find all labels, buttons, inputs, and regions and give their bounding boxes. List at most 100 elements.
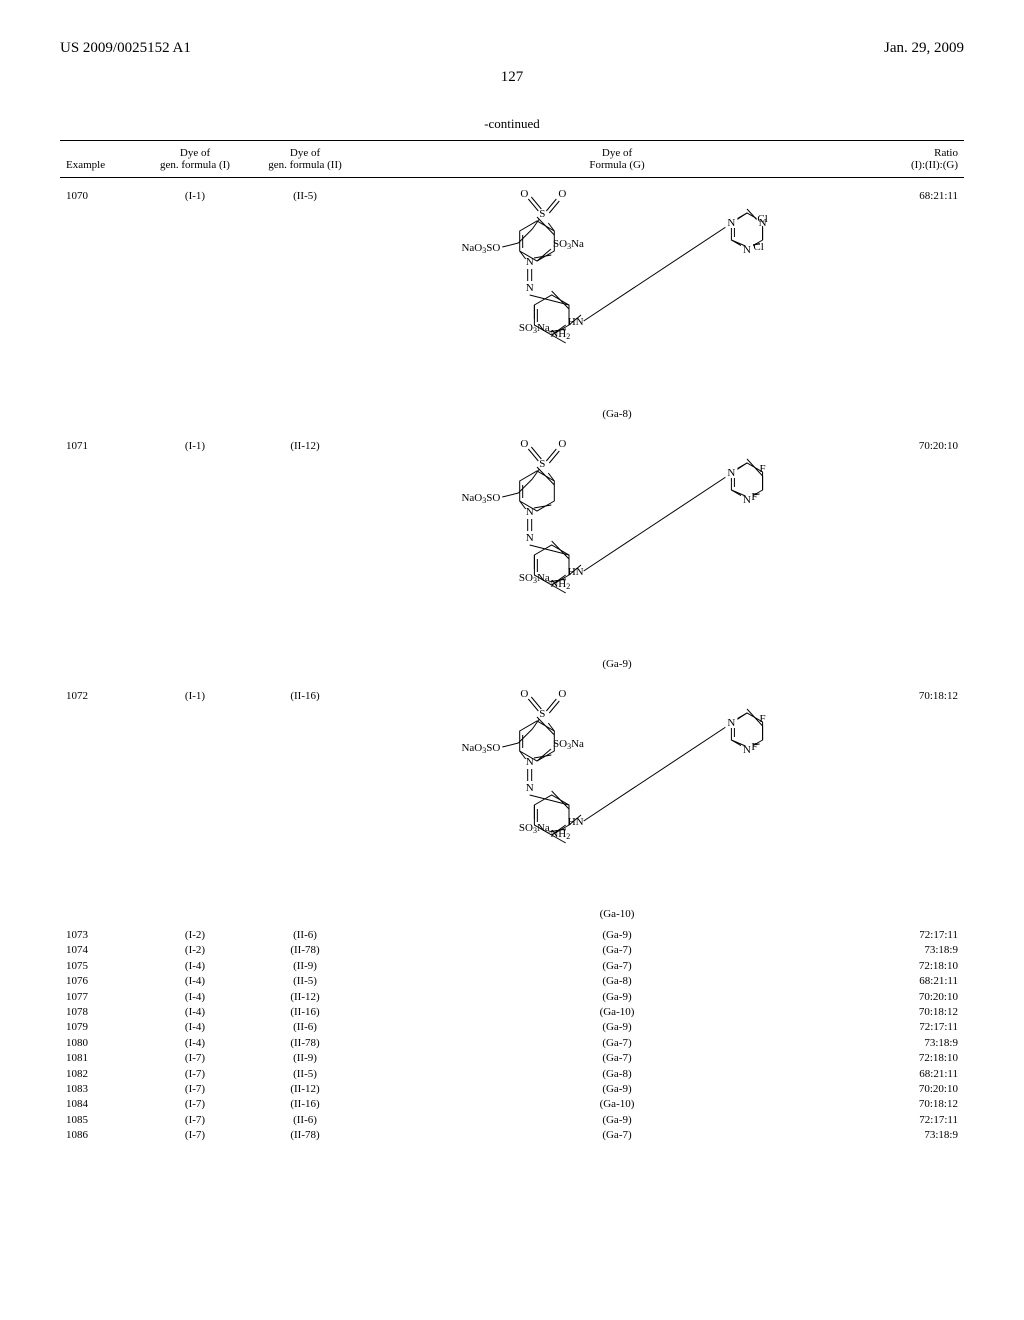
cell-dyeG: (Ga-7): [360, 1036, 874, 1051]
page-number: 127: [60, 69, 964, 86]
cell-dyeG: (Ga-9): [360, 1113, 874, 1128]
cell-example: 1084: [60, 1097, 140, 1112]
svg-text:N: N: [526, 256, 534, 268]
cell-dye2: (II-12): [250, 990, 360, 1005]
cell-ratio: 73:18:9: [874, 1036, 964, 1051]
cell-example: 1077: [60, 990, 140, 1005]
cell-ratio: 72:17:11: [874, 928, 964, 943]
svg-text:S: S: [539, 708, 545, 720]
table-row: 1075(I-4)(II-9)(Ga-7)72:18:10: [60, 959, 964, 974]
cell-dyeG: (Ga-9): [360, 1020, 874, 1035]
cell-dyeG: (Ga-10): [360, 1097, 874, 1112]
cell-dye1: (I-7): [140, 1082, 250, 1097]
svg-text:HN: HN: [568, 566, 584, 578]
cell-dye2: (II-5): [250, 1067, 360, 1082]
cell-dye1: (I-4): [140, 1005, 250, 1020]
cell-ratio: 70:20:10: [874, 990, 964, 1005]
cell-dyeG: (Ga-7): [360, 959, 874, 974]
header-left: US 2009/0025152 A1: [60, 40, 191, 57]
cell-dyeG: (Ga-7): [360, 1051, 874, 1066]
chemical-structure-icon: SOONaO3SONNNH2SO3NaHNNNFF: [387, 436, 847, 656]
cell-example: 1083: [60, 1082, 140, 1097]
cell-ratio: 70:20:10: [874, 436, 964, 452]
svg-text:N: N: [727, 717, 735, 729]
cell-dyeG: (Ga-9): [360, 928, 874, 943]
header-right: Jan. 29, 2009: [884, 40, 964, 57]
table-row: 1081(I-7)(II-9)(Ga-7)72:18:10: [60, 1051, 964, 1066]
cell-dye1: (I-1): [140, 686, 250, 702]
cell-dyeG: (Ga-8): [360, 1067, 874, 1082]
cell-dye2: (II-78): [250, 1036, 360, 1051]
svg-text:O: O: [520, 688, 528, 700]
table-row: 1085(I-7)(II-6)(Ga-9)72:17:11: [60, 1113, 964, 1128]
cell-dyeG: (Ga-9): [360, 990, 874, 1005]
cell-dye2: (II-78): [250, 1128, 360, 1143]
svg-text:NaO3SO: NaO3SO: [461, 242, 500, 255]
table-row: 1071(I-1)(II-12)SOONaO3SONNNH2SO3NaHNNNF…: [60, 428, 964, 678]
cell-dye1: (I-4): [140, 1020, 250, 1035]
cell-ratio: 68:21:11: [874, 974, 964, 989]
data-table: Example Dye of gen. formula (I) Dye of g…: [60, 140, 964, 1143]
table-row: 1072(I-1)(II-16)SOONaO3SOSO3NaNNNH2SO3Na…: [60, 678, 964, 928]
cell-dye2: (II-9): [250, 1051, 360, 1066]
svg-text:NH2: NH2: [550, 328, 570, 341]
cell-dye2: (II-5): [250, 186, 360, 202]
svg-text:NH2: NH2: [550, 828, 570, 841]
cell-ratio: 72:17:11: [874, 1020, 964, 1035]
cell-ratio: 73:18:9: [874, 943, 964, 958]
continued-label: -continued: [60, 116, 964, 132]
svg-text:NaO3SO: NaO3SO: [461, 742, 500, 755]
cell-dye2: (II-16): [250, 1005, 360, 1020]
table-row: 1082(I-7)(II-5)(Ga-8)68:21:11: [60, 1067, 964, 1082]
cell-dye2: (II-12): [250, 436, 360, 452]
svg-text:NaO3SO: NaO3SO: [461, 492, 500, 505]
cell-dyeG: (Ga-8): [360, 974, 874, 989]
cell-ratio: 70:20:10: [874, 1082, 964, 1097]
cell-ratio: 70:18:12: [874, 1005, 964, 1020]
cell-dye2: (II-16): [250, 1097, 360, 1112]
structure-label: (Ga-8): [602, 408, 631, 420]
svg-text:F: F: [760, 713, 766, 725]
cell-dye2: (II-6): [250, 1020, 360, 1035]
svg-text:HN: HN: [568, 816, 584, 828]
cell-ratio: 72:17:11: [874, 1113, 964, 1128]
cell-dye2: (II-12): [250, 1082, 360, 1097]
svg-text:SO3Na: SO3Na: [553, 238, 584, 251]
svg-text:N: N: [526, 756, 534, 768]
col-header-dye1: Dye of gen. formula (I): [140, 147, 250, 171]
cell-dye2: (II-16): [250, 686, 360, 702]
table-row: 1077(I-4)(II-12)(Ga-9)70:20:10: [60, 990, 964, 1005]
svg-text:N: N: [526, 506, 534, 518]
svg-text:N: N: [526, 532, 534, 544]
cell-example: 1075: [60, 959, 140, 974]
cell-ratio: 70:18:12: [874, 686, 964, 702]
cell-ratio: 68:21:11: [874, 1067, 964, 1082]
cell-example: 1086: [60, 1128, 140, 1143]
col-header-example: Example: [60, 147, 140, 171]
cell-dye1: (I-7): [140, 1097, 250, 1112]
table-row: 1073(I-2)(II-6)(Ga-9)72:17:11: [60, 928, 964, 943]
svg-text:NH2: NH2: [550, 578, 570, 591]
cell-example: 1076: [60, 974, 140, 989]
cell-dyeG: (Ga-10): [360, 1005, 874, 1020]
cell-example: 1081: [60, 1051, 140, 1066]
cell-dyeG: SOONaO3SOSO3NaNNNH2SO3NaHNNNFF(Ga-10): [360, 686, 874, 920]
structure-label: (Ga-10): [600, 908, 635, 920]
svg-text:O: O: [558, 438, 566, 450]
cell-dyeG: (Ga-7): [360, 943, 874, 958]
cell-dye1: (I-1): [140, 186, 250, 202]
cell-ratio: 72:18:10: [874, 1051, 964, 1066]
svg-text:SO3Na: SO3Na: [553, 738, 584, 751]
cell-ratio: 68:21:11: [874, 186, 964, 202]
cell-dye1: (I-4): [140, 990, 250, 1005]
cell-example: 1071: [60, 436, 140, 452]
svg-text:F: F: [751, 491, 757, 503]
svg-text:O: O: [520, 188, 528, 200]
cell-dye2: (II-5): [250, 974, 360, 989]
svg-text:N: N: [727, 467, 735, 479]
svg-text:Cl: Cl: [757, 213, 767, 225]
cell-ratio: 70:18:12: [874, 1097, 964, 1112]
cell-dye1: (I-7): [140, 1128, 250, 1143]
cell-dye1: (I-1): [140, 436, 250, 452]
svg-text:F: F: [760, 463, 766, 475]
